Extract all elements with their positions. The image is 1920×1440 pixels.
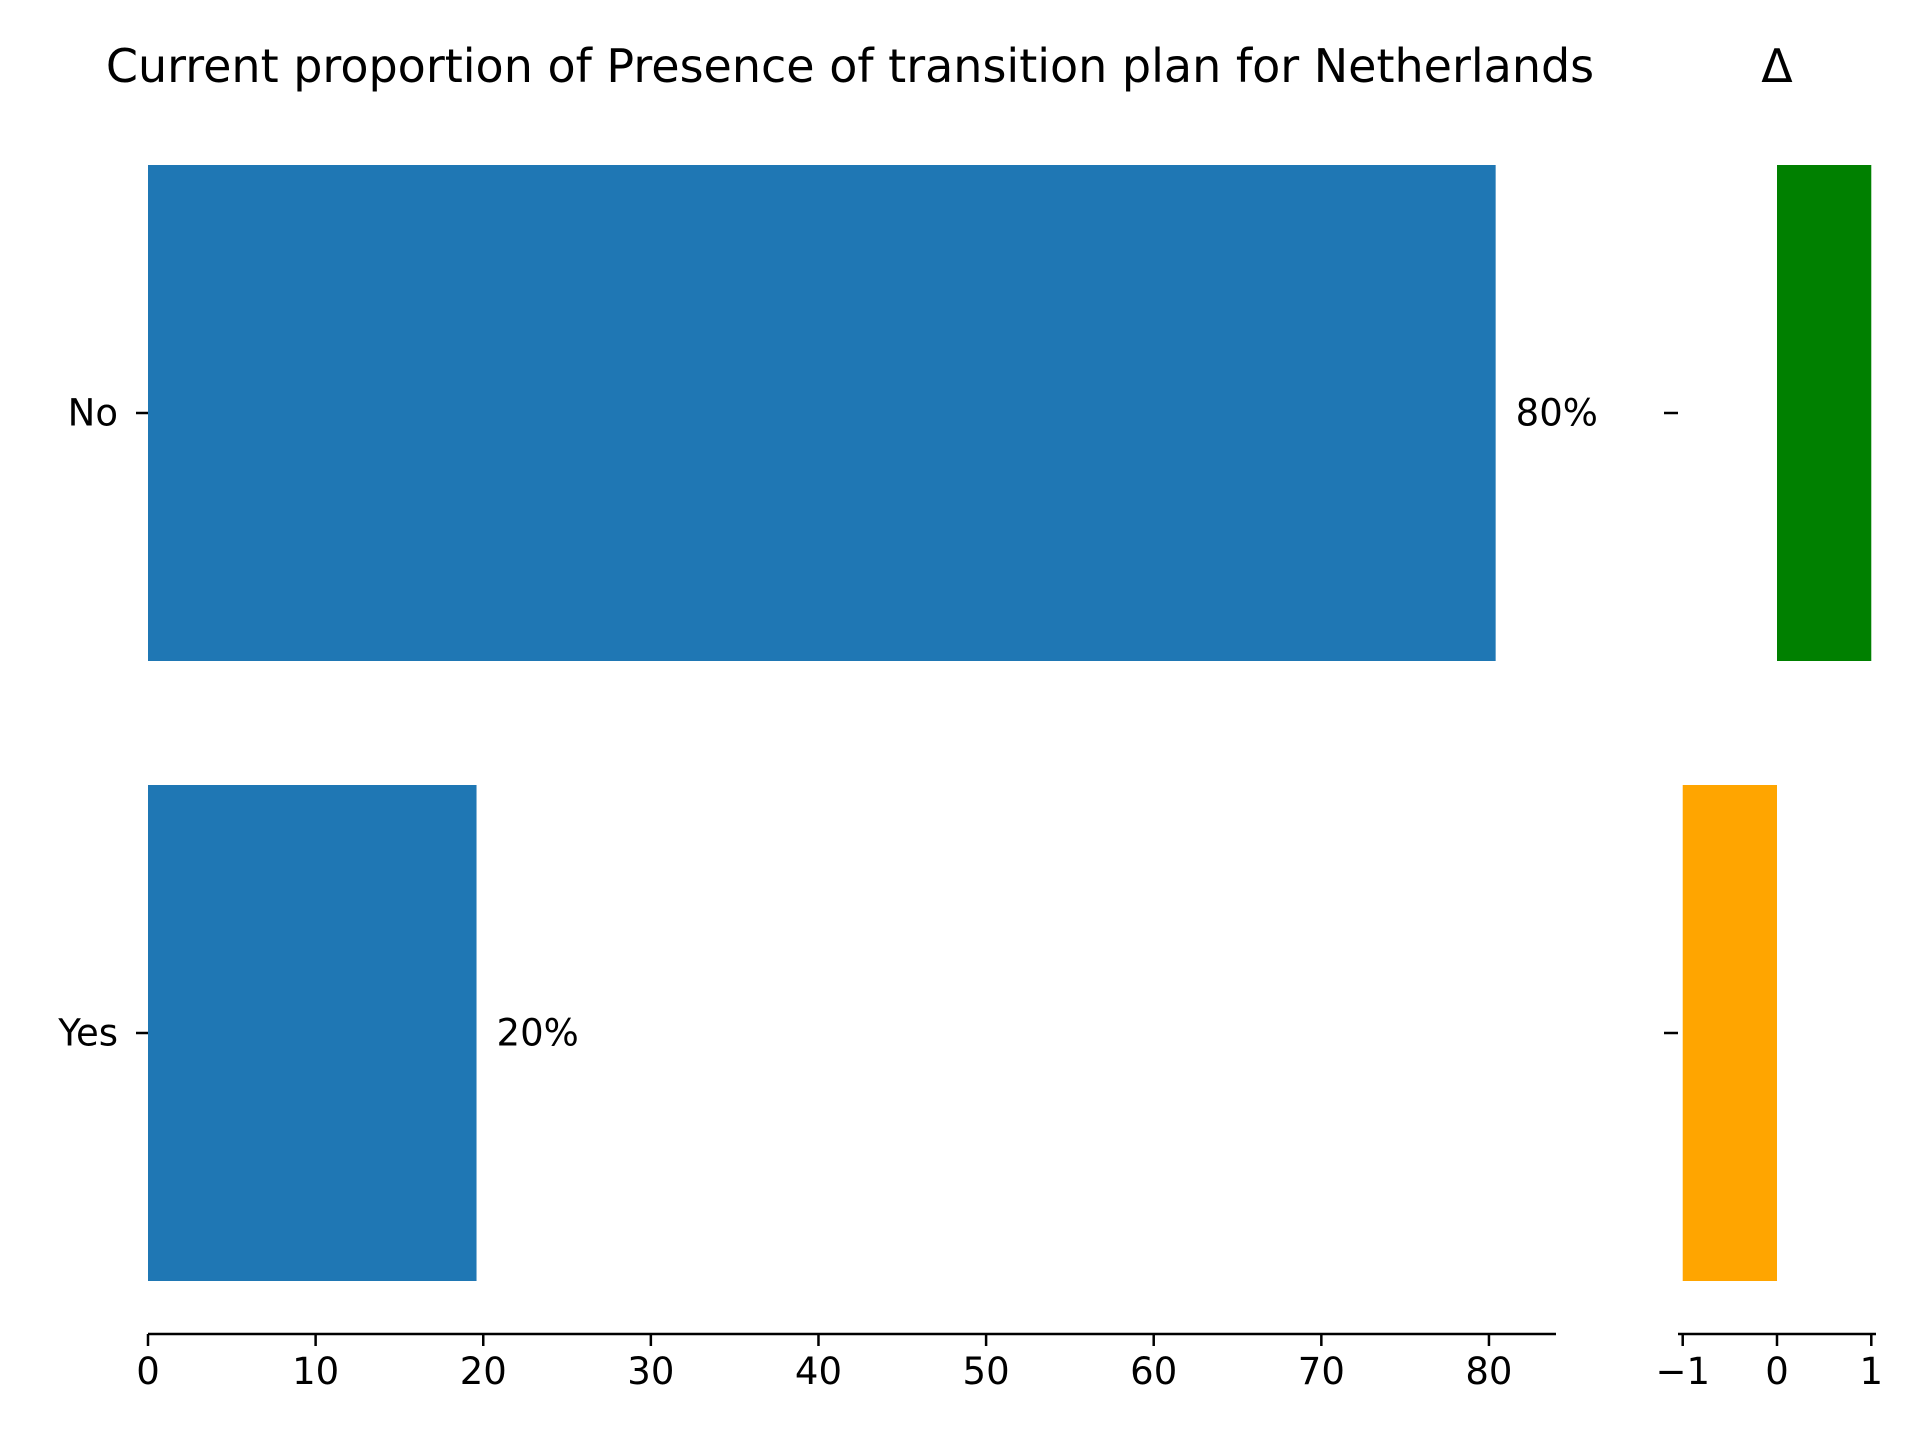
delta-x-tick-label: −1 xyxy=(1655,1350,1710,1393)
bar-yes xyxy=(148,785,477,1281)
main-x-axis: 0 10 20 30 40 50 60 70 80 xyxy=(136,1332,1556,1393)
main-y-axis: No Yes xyxy=(57,392,148,1055)
x-tick-label: 70 xyxy=(1298,1350,1345,1393)
delta-x-tick-label: 1 xyxy=(1860,1350,1884,1393)
main-chart-title: Current proportion of Presence of transi… xyxy=(106,39,1594,93)
bar-no xyxy=(148,165,1496,661)
delta-y-axis xyxy=(1664,411,1678,1035)
data-label-no: 80% xyxy=(1516,392,1598,435)
x-tick-label: 60 xyxy=(1130,1350,1177,1393)
delta-x-axis: −1 0 1 xyxy=(1655,1332,1884,1393)
delta-chart-title: Δ xyxy=(1761,39,1793,93)
delta-bars-group xyxy=(1682,165,1872,1281)
x-tick-label: 10 xyxy=(292,1350,339,1393)
x-tick-label: 80 xyxy=(1465,1350,1512,1393)
x-tick-label: 40 xyxy=(795,1350,842,1393)
delta-x-tick-label: 0 xyxy=(1765,1350,1789,1393)
data-label-yes: 20% xyxy=(497,1012,579,1055)
x-tick-label: 30 xyxy=(627,1350,674,1393)
y-tick-label-yes: Yes xyxy=(57,1012,118,1055)
delta-bar-yes xyxy=(1682,785,1777,1281)
main-bars-group: 80% 20% xyxy=(148,165,1598,1281)
x-tick-label: 50 xyxy=(963,1350,1010,1393)
y-tick-label-no: No xyxy=(68,392,118,435)
delta-bar-no xyxy=(1777,165,1872,661)
x-tick-label: 0 xyxy=(136,1350,160,1393)
x-tick-label: 20 xyxy=(460,1350,507,1393)
